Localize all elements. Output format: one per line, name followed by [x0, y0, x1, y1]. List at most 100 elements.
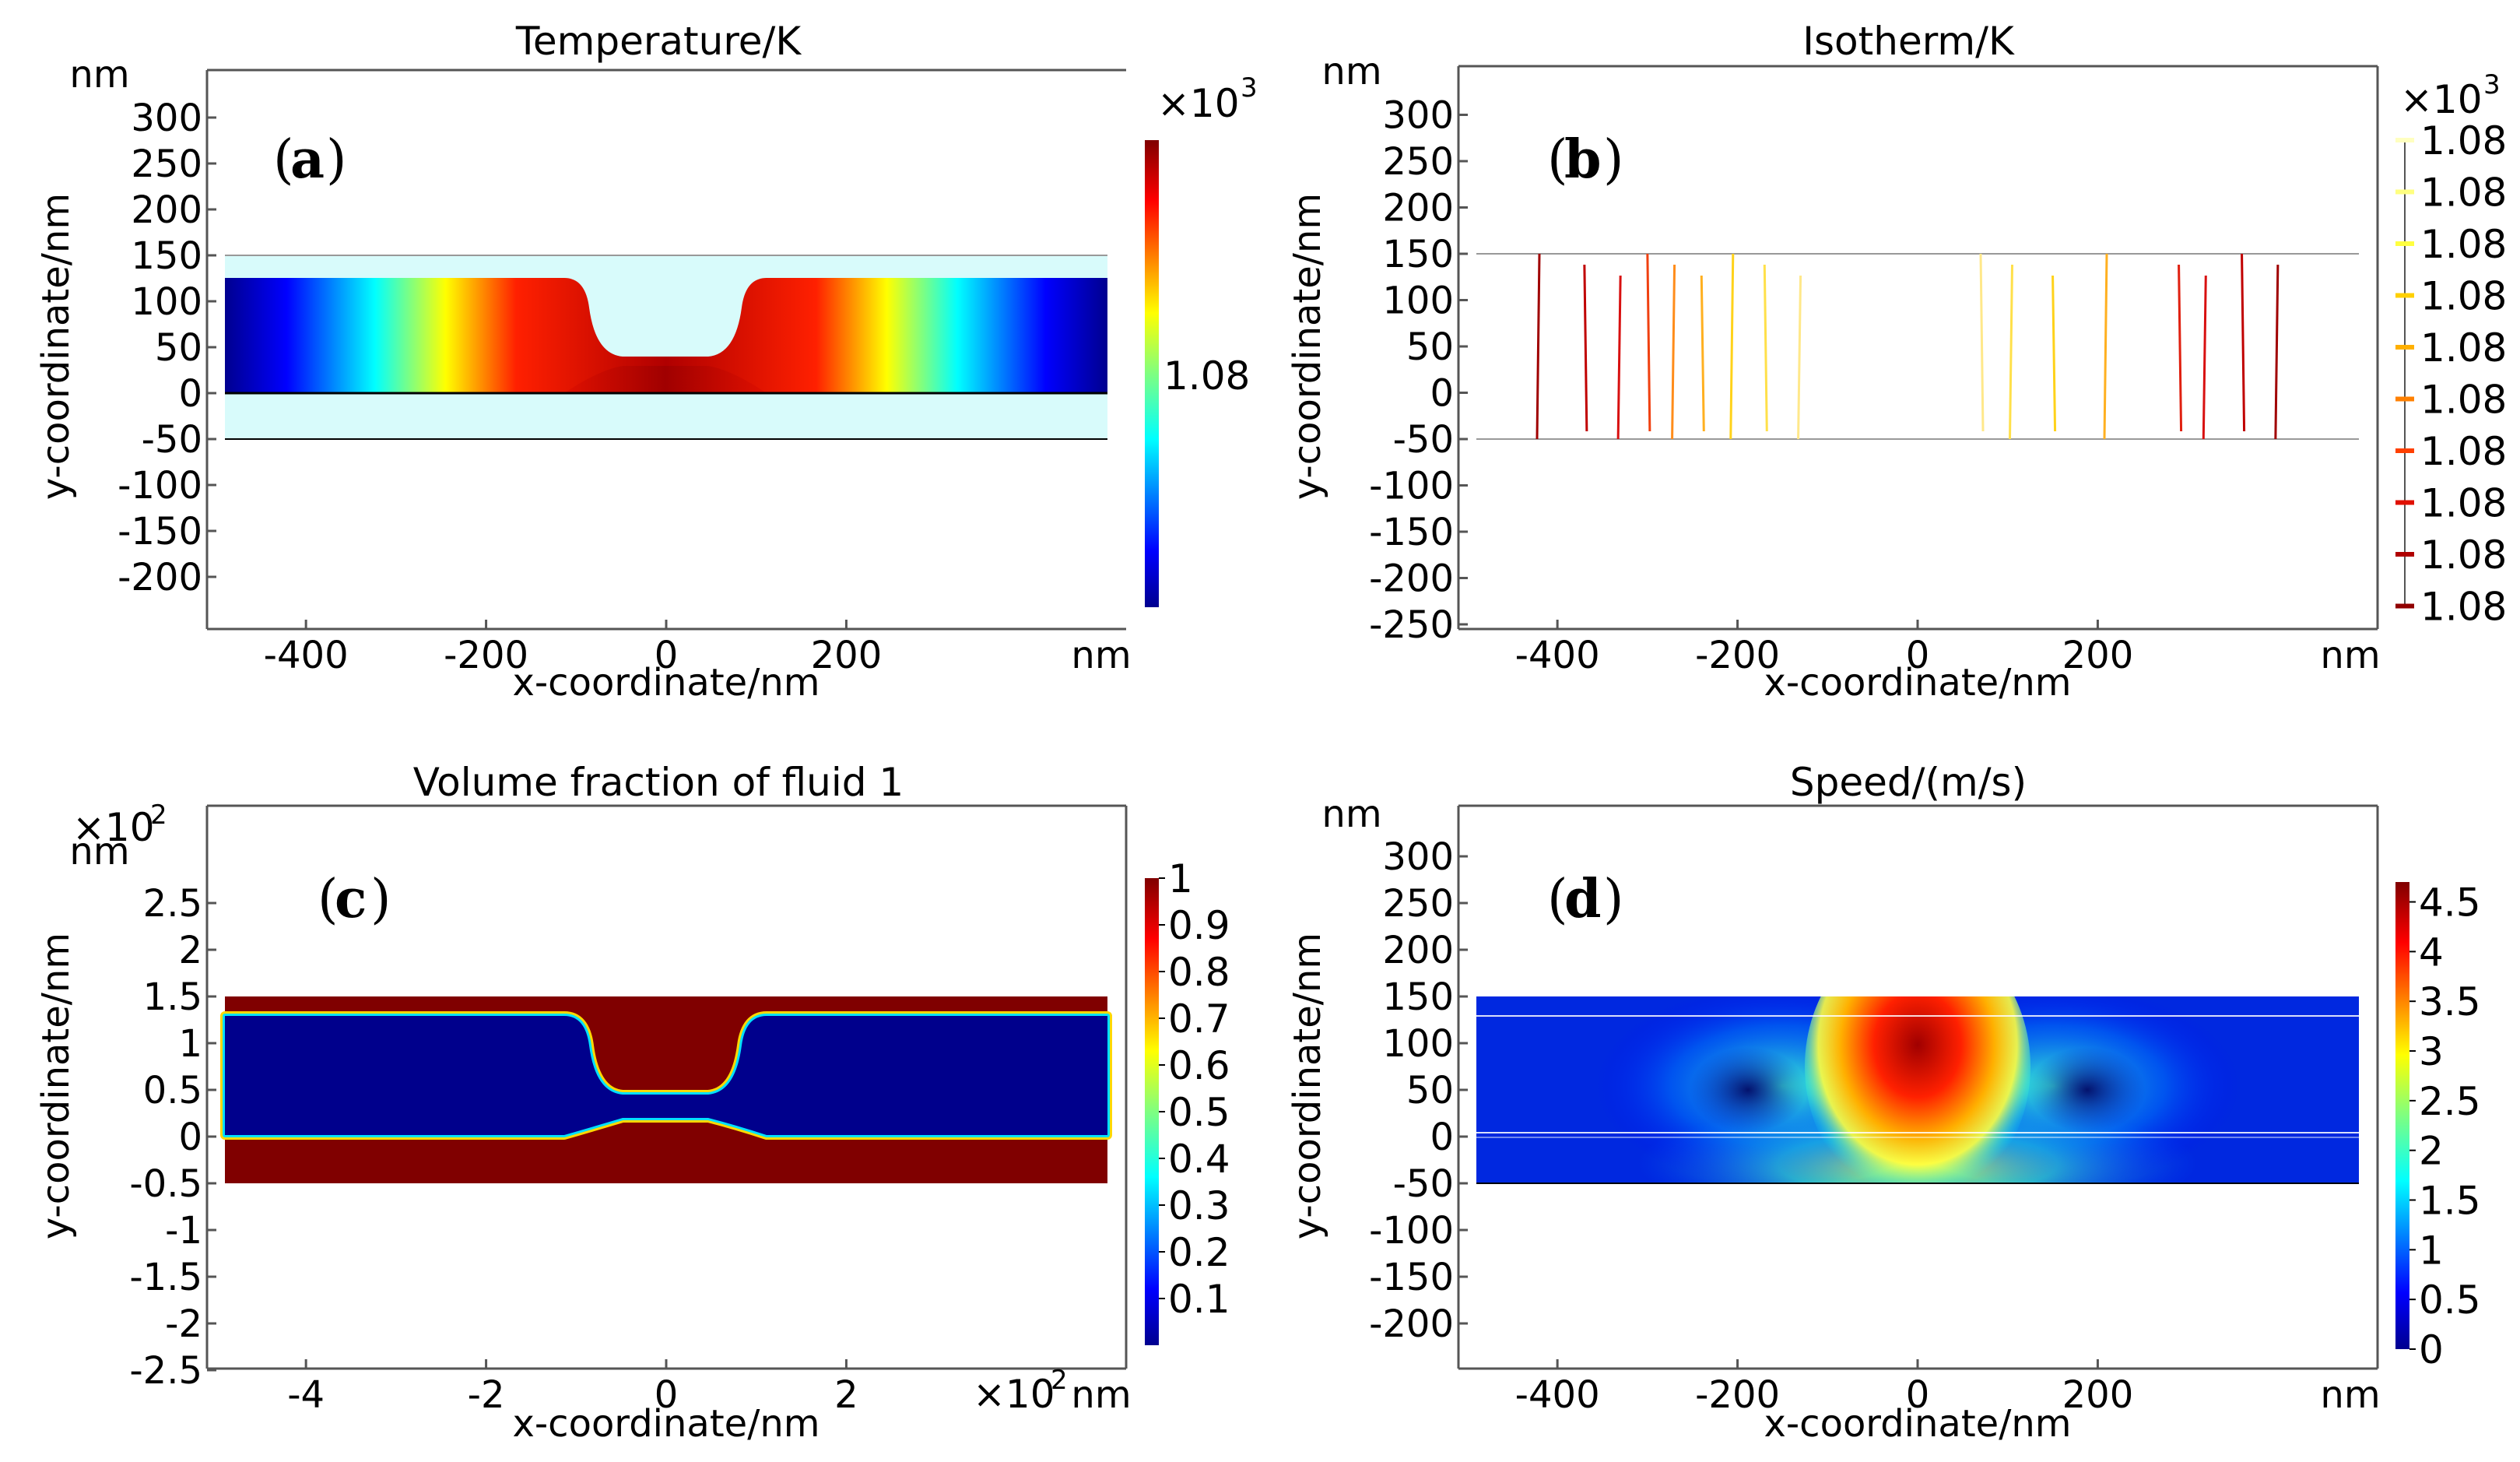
panel-c-fluid2-region	[225, 1016, 1107, 1135]
panel-d-colorbar: 4.543.5 3 2.5 2 1.510.50	[2395, 880, 2481, 1372]
panel-a-label: a	[290, 128, 325, 191]
panel-b-colorbar-multiplier: ×10	[2400, 77, 2483, 122]
panel-b-isotherm-line	[1616, 275, 1622, 440]
panel-c-ytick-label: 2.5	[143, 882, 202, 926]
panel-b-isotherm-line	[1763, 264, 1768, 432]
panel-d-colorbar-tick-label: 0	[2419, 1327, 2444, 1372]
panel-b-ytick-label: -200	[1369, 557, 1454, 601]
panel-a-ytick-label: 200	[131, 188, 202, 232]
panel-b-ytick-label: 100	[1382, 279, 1454, 323]
panel-b-ytick-label: 200	[1382, 187, 1454, 230]
panel-c-label-close: )	[370, 869, 391, 930]
panel-c-x-unit: nm	[1071, 1373, 1131, 1417]
panel-b-ytick-label: 50	[1406, 325, 1454, 369]
panel-b-isotherm-line	[2178, 264, 2183, 432]
panel-c-ytick-label: -2	[165, 1302, 202, 1346]
panel-b-colorbar-tick-label: 1.08	[2420, 222, 2507, 267]
panel-c-ytick-label: 0.5	[143, 1069, 202, 1112]
panel-c-colorbar-tick-label: 1	[1168, 856, 1193, 901]
panel-d-x-unit: nm	[2320, 1373, 2380, 1417]
panel-b-colorbar-tick-label: 1.08	[2420, 532, 2507, 578]
panel-b-isotherm-line	[2009, 264, 2013, 440]
panel-d-left-dark	[1690, 1047, 1806, 1133]
panel-d-title: Speed/(m/s)	[1790, 760, 2027, 805]
panel-b-ylabel: y-coordinate/nm	[1286, 193, 1329, 500]
panel-d-colorbar-tick-label: 0.5	[2419, 1277, 2481, 1323]
panel-d-ytick-label: 300	[1382, 835, 1454, 879]
panel-a-xtick-label: 200	[811, 634, 883, 677]
panel-c-xtick-label: -2	[468, 1373, 505, 1417]
panel-c-label: c	[335, 868, 367, 930]
panel-c-y-multiplier-exp: 2	[150, 800, 167, 831]
panel-c-colorbar: 10.90.80.70.60.50.40.30.20.1	[1145, 856, 1230, 1345]
panel-b-isotherm-line	[2274, 264, 2280, 440]
panel-d-ytick-label: -50	[1393, 1162, 1454, 1206]
panel-b-colorbar-tick-label: 1.08	[2420, 585, 2507, 630]
panel-d-xlabel: x-coordinate/nm	[1764, 1402, 2071, 1446]
panel-d-ytick-label: 0	[1430, 1116, 1454, 1159]
panel-b-isotherm-line	[1797, 275, 1802, 440]
panel-b-isotherm-line	[1979, 253, 1985, 432]
panel-b-xtick-label: -400	[1515, 634, 1600, 677]
panel-d-xtick-label: -400	[1515, 1373, 1600, 1417]
panel-a-ytick-label: -50	[142, 418, 202, 462]
panel-b-isotherm-line	[1536, 253, 1541, 440]
panel-c-x-multiplier-exp: 2	[1051, 1365, 1068, 1396]
panel-c-xtick-label: -4	[287, 1373, 325, 1417]
panel-d-hotspot	[1805, 996, 2030, 1183]
panel-b-ytick-label: -250	[1369, 603, 1454, 647]
panel-b-colorbar-entries: 1.08 1.08 1.08 1.08 1.08 1.08 1.08 1.08 1.08 1.08	[2395, 118, 2507, 630]
panel-a-ytick-label: 250	[131, 142, 202, 186]
panel-a-ytick-label: 0	[178, 372, 202, 416]
panel-b-label-open: (	[1547, 129, 1568, 191]
panel-a-ytick-label: 150	[131, 234, 202, 278]
panel-a-xtick-label: -400	[264, 634, 349, 677]
panel-b-x-unit: nm	[2320, 634, 2380, 677]
panel-d-colorbar-tick-label: 3	[2419, 1029, 2444, 1074]
panel-a-ytick-label: -100	[118, 464, 202, 508]
panel-d-field	[1476, 996, 2359, 1183]
panel-c-xticks: -4 -2 0 2	[287, 1359, 858, 1417]
panel-d-colorbar-tick-label: 3.5	[2419, 979, 2481, 1024]
panel-b-colorbar-tick-label: 1.08	[2420, 325, 2507, 371]
panel-b-label: b	[1564, 128, 1602, 191]
panel-b-ytick-label: -100	[1369, 465, 1454, 508]
panel-a-ytick-label: -200	[118, 556, 202, 599]
panel-b-isotherm-line	[2051, 275, 2057, 432]
panel-d-colorbar-tick-label: 4.5	[2419, 880, 2481, 926]
panel-b-isotherm-line	[2103, 253, 2108, 440]
panel-b-ytick-label: -50	[1393, 418, 1454, 462]
panel-a-colorbar: ×10 3 1.08	[1145, 72, 1258, 607]
panel-c-colorbar-tick-label: 0.4	[1168, 1137, 1230, 1182]
panel-a-ytick-label: -150	[118, 510, 202, 554]
panel-b-isotherm-line	[1646, 253, 1651, 432]
panel-b-isotherm-lines	[1536, 253, 2280, 440]
panel-c-colorbar-tick-label: 0.7	[1168, 996, 1230, 1042]
panel-a-xtick-label: 0	[655, 634, 679, 677]
panel-a-ytick-label: 50	[155, 326, 202, 370]
panel-d-ytick-label: 200	[1382, 929, 1454, 972]
panel-c-volume-fraction: Volume fraction of fluid 1 ×10 2 nm ×10 …	[34, 760, 1230, 1446]
panel-b-colorbar-multiplier-exp: 3	[2483, 69, 2501, 100]
panel-c-ylabel: y-coordinate/nm	[34, 933, 78, 1239]
panel-a-temperature: Temperature/K nm nm x-coordinate/nm y-co…	[34, 19, 1258, 705]
panel-b-isotherm: Isotherm/K nm nm x-coordinate/nm y-coord…	[1286, 19, 2507, 705]
panel-b-ytick-label: 300	[1382, 94, 1454, 138]
panel-b-xtick-label: 0	[1906, 634, 1930, 677]
panel-d-ylabel: y-coordinate/nm	[1286, 933, 1329, 1239]
panel-c-y-multiplier: ×10	[72, 805, 155, 850]
panel-b-ytick-label: 0	[1430, 372, 1454, 416]
panel-c-xlabel: x-coordinate/nm	[512, 1402, 820, 1446]
panel-b-xlabel: x-coordinate/nm	[1764, 661, 2071, 705]
panel-b-isotherm-line	[2241, 253, 2246, 432]
panel-a-ytick-label: 300	[131, 97, 202, 140]
panel-d-ytick-label: 150	[1382, 975, 1454, 1019]
panel-c-label-open: (	[318, 869, 339, 930]
panel-b-label-close: )	[1603, 129, 1624, 191]
panel-c-yticks: 2.521.510.50-0.5-1-1.5-2-2.5	[129, 882, 216, 1393]
panel-d-ytick-label: 250	[1382, 882, 1454, 926]
panel-c-colorbar-tick-label: 0.2	[1168, 1230, 1230, 1275]
panel-d-colorbar-tick-label: 4	[2419, 930, 2444, 975]
